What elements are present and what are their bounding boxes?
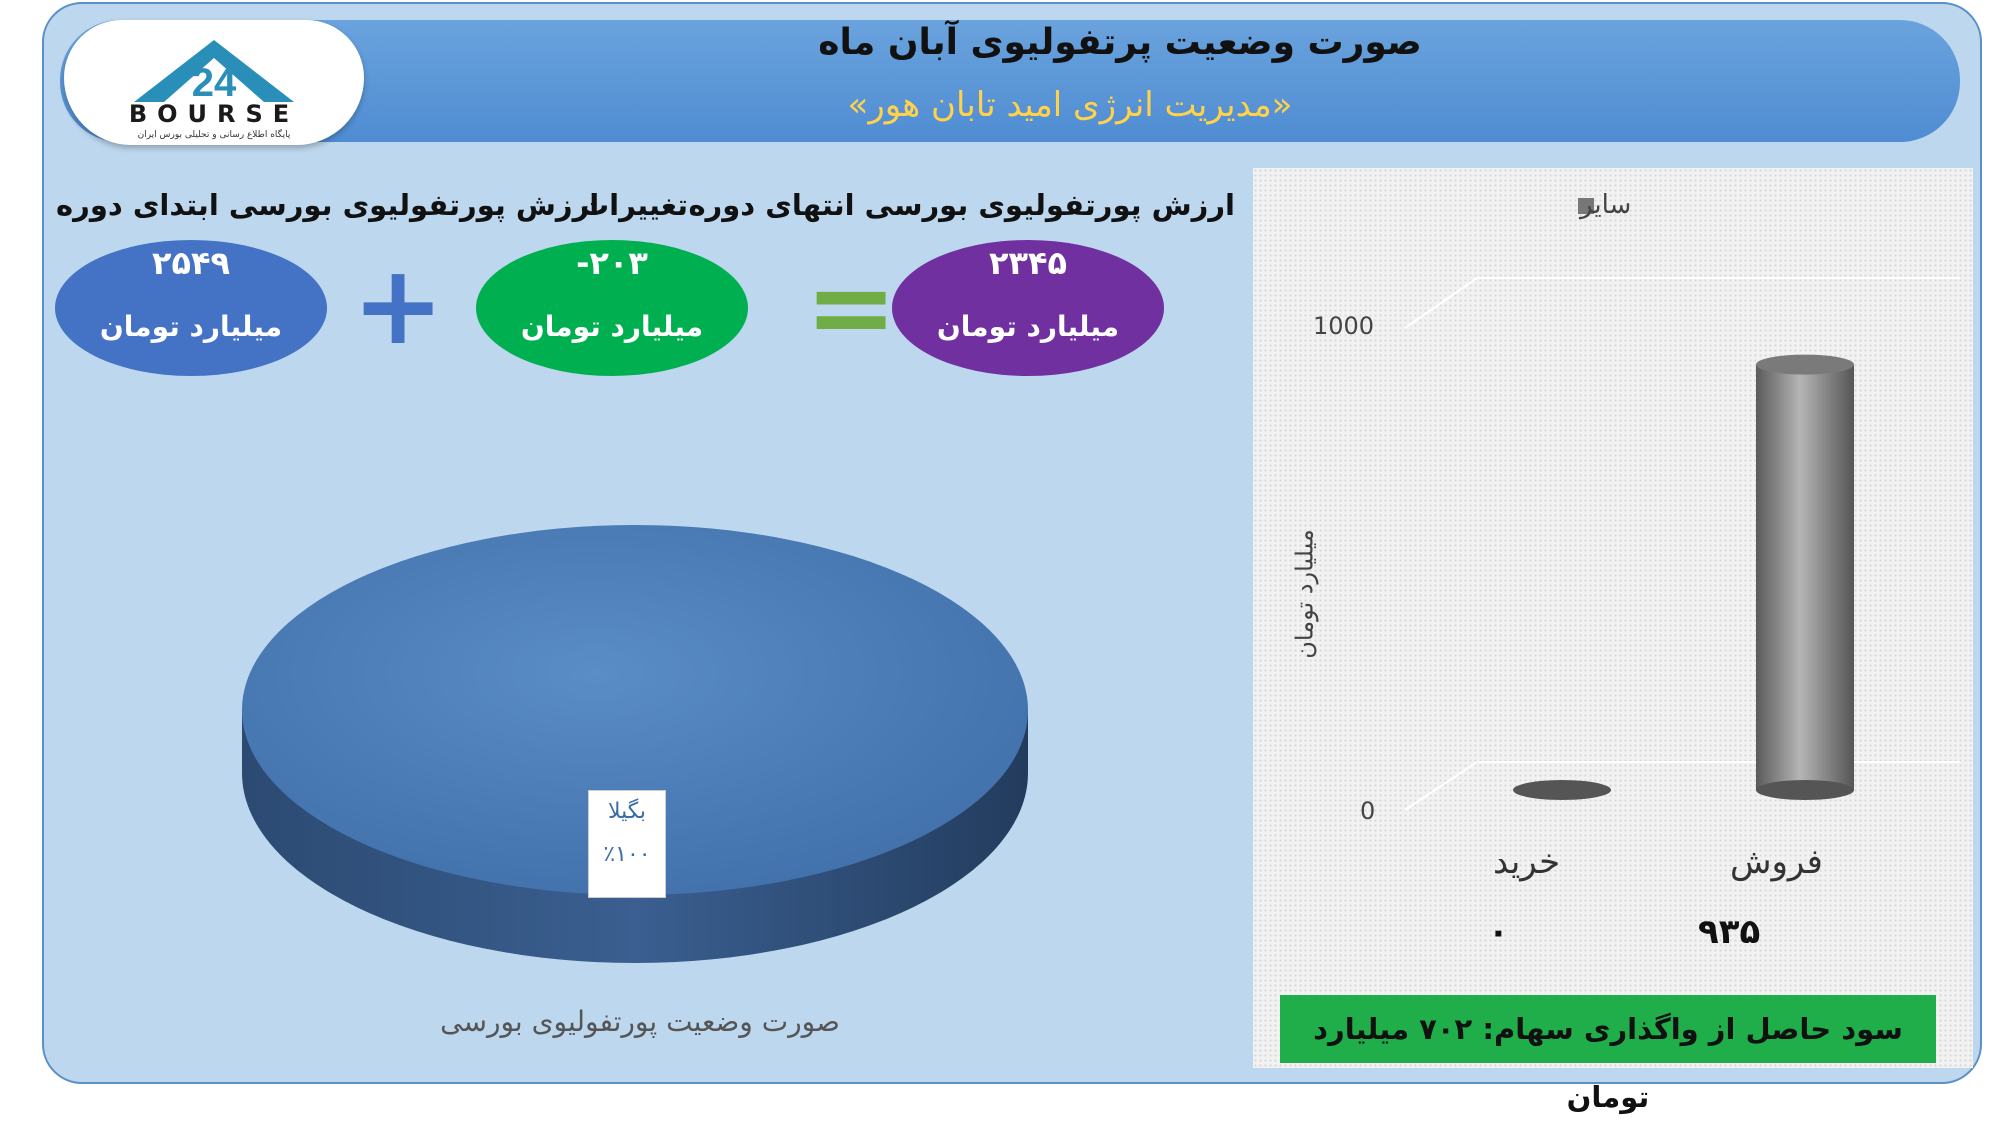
pie-slice-label: بگیلا: [607, 799, 647, 824]
change-oval: -۲۰۳ میلیارد تومان: [476, 240, 748, 376]
change-label: تغییرات: [580, 188, 689, 222]
change-number: -۲۰۳: [576, 244, 648, 282]
legend-swatch: [1578, 198, 1594, 214]
header-bar: [60, 20, 1960, 142]
start-value-number: ۲۵۴۹: [151, 244, 231, 282]
legend-label: سایر: [1580, 190, 1632, 220]
svg-text:24: 24: [192, 61, 237, 105]
end-value-unit: میلیارد تومان: [936, 310, 1120, 343]
pie-data-label: بگیلا ٪۱۰۰: [588, 790, 666, 898]
end-value-number: ۲۳۴۵: [988, 244, 1068, 282]
bar-buy-cap: [1513, 780, 1611, 800]
value-label-sell: ۹۳۵: [1698, 912, 1761, 952]
plus-sign: +: [352, 241, 445, 369]
page-subtitle: «مدیریت انرژی امید تابان هور»: [847, 85, 1293, 125]
profit-banner: سود حاصل از واگذاری سهام: ۷۰۲ میلیارد تو…: [1280, 995, 1936, 1114]
gridline-top-side: [1404, 277, 1478, 329]
pie-chart-title: صورت وضعیت پورتفولیوی بورسی: [440, 1005, 840, 1038]
y-tick-zero: 0: [1360, 797, 1376, 825]
pie-slice-begila: [242, 525, 1028, 895]
equals-sign: =: [805, 243, 898, 371]
bar-chart-plot: [1404, 277, 1960, 811]
bourse-logo: 24 BOURSE پایگاه اطلاع رسانی و تحلیلی بو…: [64, 20, 364, 145]
start-value-unit: میلیارد تومان: [99, 310, 283, 343]
page-title: صورت وضعیت پرتفولیوی آبان ماه: [818, 22, 1422, 63]
bar-sell: [1756, 364, 1854, 790]
logo-wordmark: BOURSE: [128, 100, 300, 128]
bar-sell-cap: [1756, 354, 1854, 375]
category-label-sell: فروش: [1730, 842, 1823, 882]
gridline-base-side: [1404, 761, 1478, 811]
change-unit: میلیارد تومان: [520, 310, 704, 343]
y-tick-max: 1000: [1313, 312, 1375, 340]
category-label-buy: خرید: [1493, 842, 1561, 882]
pie-slice-percent: ٪۱۰۰: [603, 842, 651, 867]
bar-sell-base: [1756, 780, 1854, 800]
value-label-buy: ۰: [1488, 912, 1509, 952]
end-value-label: ارزش پورتفولیوی بورسی انتهای دوره: [688, 188, 1235, 222]
end-value-oval: ۲۳۴۵ میلیارد تومان: [892, 240, 1164, 376]
start-value-label: ارزش پورتفولیوی بورسی ابتدای دوره: [56, 188, 600, 222]
logo-subtitle: پایگاه اطلاع رسانی و تحلیلی بورس ایران: [137, 130, 291, 140]
start-value-oval: ۲۵۴۹ میلیارد تومان: [55, 240, 327, 376]
